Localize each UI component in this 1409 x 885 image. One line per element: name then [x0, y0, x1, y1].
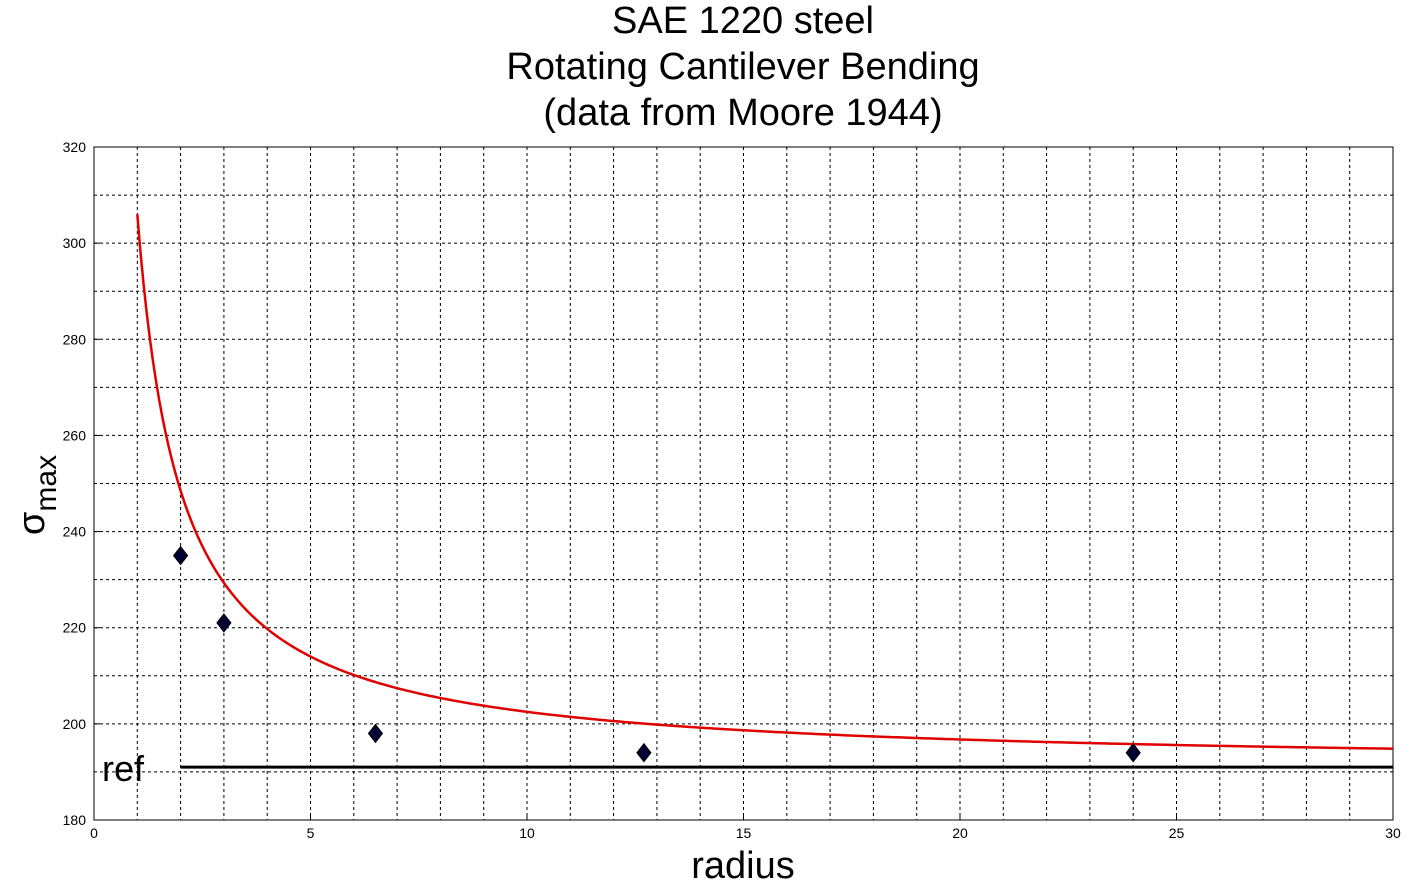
y-tick-label: 200 [63, 716, 87, 732]
fit-curve [136, 214, 1394, 750]
ref-label: ref [102, 748, 145, 789]
chart-title-line-2: Rotating Cantilever Bending [506, 46, 979, 88]
x-tick-label: 30 [1385, 825, 1401, 841]
chart-title-line-3: (data from Moore 1944) [543, 92, 942, 134]
x-tick-label: 20 [952, 825, 968, 841]
y-tick-label: 240 [63, 524, 87, 540]
grid [94, 147, 1393, 820]
y-axis-ticks: 180 200 220 240 260 280 300 320 [63, 139, 100, 828]
x-axis-label: radius [691, 845, 795, 885]
x-tick-label: 15 [736, 825, 752, 841]
y-tick-label: 220 [63, 620, 87, 636]
series [136, 214, 1394, 769]
chart-title-line-1: SAE 1220 steel [612, 0, 874, 42]
x-tick-label: 10 [519, 825, 535, 841]
data-point [1125, 742, 1141, 763]
data-point [216, 613, 232, 633]
x-tick-label: 0 [90, 825, 98, 841]
x-tick-label: 5 [307, 825, 315, 841]
y-axis-label: σmax [11, 455, 63, 535]
y-axis-label-symbol: σ [11, 512, 53, 535]
y-tick-label: 180 [63, 812, 87, 828]
data-point [172, 545, 189, 566]
y-tick-label: 320 [63, 139, 87, 155]
y-tick-label: 260 [63, 427, 87, 443]
data-point [367, 723, 384, 744]
data-point [636, 742, 652, 763]
y-axis-label-subscript: max [30, 455, 63, 512]
x-tick-label: 25 [1169, 825, 1185, 841]
x-axis-ticks: 0 5 10 15 20 25 30 [90, 814, 1401, 841]
y-tick-label: 280 [63, 331, 87, 347]
y-tick-label: 300 [63, 235, 87, 251]
